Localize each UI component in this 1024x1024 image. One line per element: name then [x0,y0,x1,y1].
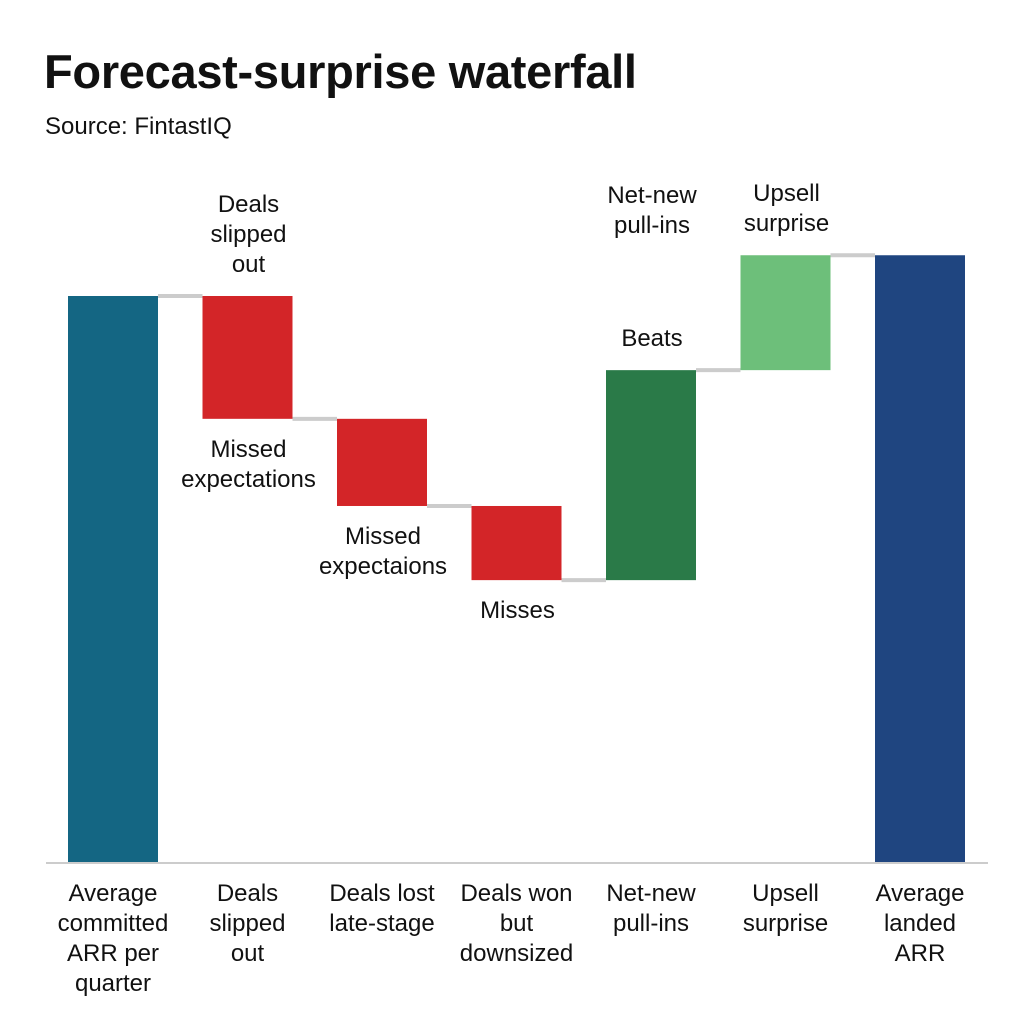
category-label-line: Net-new [606,880,696,907]
bar-annotation-line: Missed [345,523,421,550]
category-label: Net-new pull-ins [606,880,696,937]
bar-annotation: Misses [480,597,555,624]
bar-annotation: Deals slipped out [210,191,286,278]
bar-annotation-line: Upsell [753,180,820,207]
category-label-line: Deals won [460,880,572,907]
bar-annotation-line: Deals [218,191,279,218]
category-label-line: downsized [460,940,573,967]
category-label: Deals won but downsized [460,880,573,967]
category-label-line: ARR per [67,940,159,967]
category-label-line: landed [884,910,956,937]
bar-annotation: Upsell surprise [744,180,829,237]
category-label: Average committed ARR per quarter [58,880,169,997]
bar-annotation: Net-new pull-ins [607,182,697,239]
category-label: Upsell surprise [743,880,828,937]
bar-7 [875,255,965,863]
category-label-line: late-stage [329,910,434,937]
category-label-line: out [231,940,265,967]
bar-3 [337,418,427,506]
category-label: Deals lost late-stage [329,880,435,937]
bar-annotation-line: slipped [210,221,286,248]
category-label-line: but [500,910,534,937]
category-label-line: Deals [217,880,278,907]
bar-annotation-line: expectations [181,466,316,493]
category-label-line: Upsell [752,880,819,907]
bar-annotation: Missed expectations [181,436,316,493]
category-label-line: Average [69,880,158,907]
bar-annotation: Beats [621,325,682,352]
bar-4 [471,505,562,581]
bar-5 [606,370,696,581]
bar-annotation-line: Misses [480,597,555,624]
category-label-line: ARR [895,940,946,967]
chart-subtitle: Source: FintastIQ [45,113,232,140]
category-label-line: slipped [209,910,285,937]
bar-annotation-line: Missed [210,436,286,463]
category-label: Deals slipped out [209,880,285,967]
bar-annotation-line: out [232,251,266,278]
bar-annotation-line: surprise [744,210,829,237]
category-label-line: Deals lost [329,880,435,907]
bar-annotation-line: Net-new [607,182,697,209]
bar-annotation-line: Beats [621,325,682,352]
category-label-line: pull-ins [613,910,689,937]
bar-annotation-line: expectaions [319,553,447,580]
bar-2 [202,296,293,419]
bar-annotation-line: pull-ins [614,212,690,239]
category-label-line: Average [876,880,965,907]
category-label-line: committed [58,910,169,937]
chart-title: Forecast-surprise waterfall [44,45,637,98]
bar-annotation: Missed expectaions [319,523,447,580]
category-label-line: surprise [743,910,828,937]
category-label: Average landed ARR [876,880,965,967]
bar-6 [740,255,831,371]
category-label-line: quarter [75,970,151,997]
bar-1 [68,296,158,862]
